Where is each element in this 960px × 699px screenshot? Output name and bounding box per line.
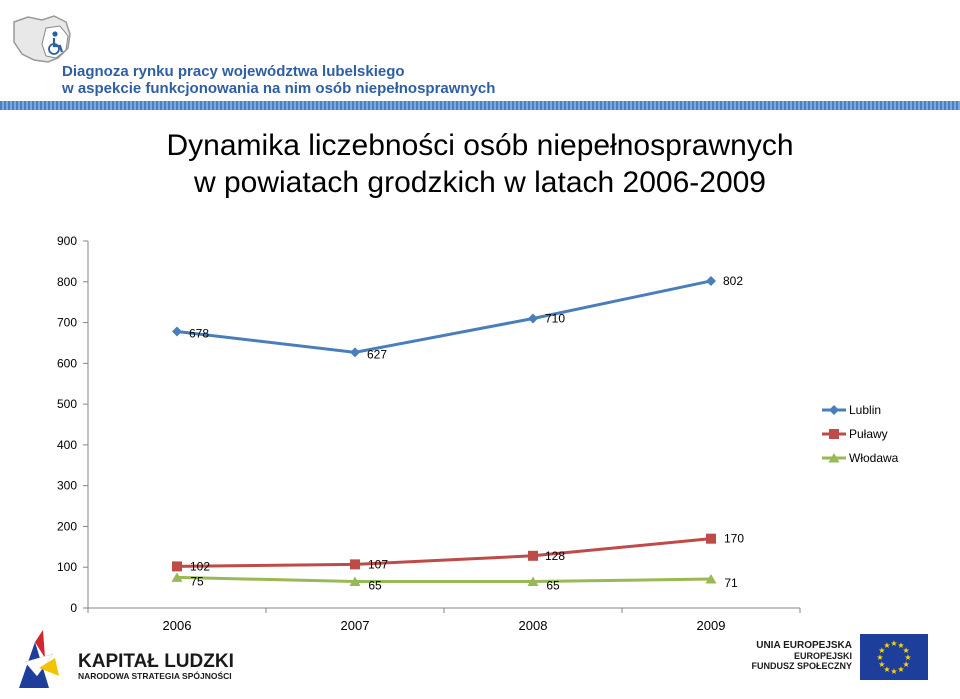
legend-label-puławy: Puławy xyxy=(849,427,888,441)
eu-line2: EUROPEJSKI xyxy=(793,651,852,661)
data-label-włodawa: 65 xyxy=(546,578,560,592)
data-label-włodawa: 65 xyxy=(368,578,382,592)
kapital-ludzki-subtitle: NARODOWA STRATEGIA SPÓJNOŚCI xyxy=(78,671,232,681)
eu-star-icon: ★ xyxy=(903,660,910,669)
data-point-puławy xyxy=(706,533,716,544)
eu-star-icon: ★ xyxy=(883,665,890,674)
eu-line1: UNIA EUROPEJSKA xyxy=(756,640,852,651)
data-point-lublin xyxy=(350,347,360,358)
wheelchair-icon xyxy=(48,31,64,55)
chart-title-line2: w powiatach grodzkich w latach 2006-2009 xyxy=(193,166,766,199)
chart-title-line1: Dynamika liczebności osób niepełnosprawn… xyxy=(166,129,794,162)
legend-marker-lublin xyxy=(829,405,839,415)
data-point-lublin xyxy=(706,275,716,286)
eu-fund-text: UNIA EUROPEJSKA EUROPEJSKI FUNDUSZ SPOŁE… xyxy=(740,640,852,671)
data-label-włodawa: 75 xyxy=(190,574,204,588)
data-point-puławy xyxy=(350,559,360,570)
eu-star-icon: ★ xyxy=(890,639,897,648)
y-tick-label: 500 xyxy=(57,397,77,411)
eu-star-icon: ★ xyxy=(903,646,910,655)
series-line-lublin xyxy=(176,279,712,354)
y-tick-label: 0 xyxy=(70,601,77,615)
y-tick-label: 900 xyxy=(57,234,77,248)
x-tick-label: 2009 xyxy=(697,618,726,633)
y-tick-label: 600 xyxy=(57,356,77,370)
data-label-lublin: 802 xyxy=(723,274,743,288)
eu-flag-icon: ★★★★★★★★★ ★ ★★ xyxy=(860,634,928,680)
kapital-ludzki-logo xyxy=(15,628,255,694)
eu-star-icon: ★ xyxy=(876,653,883,662)
x-tick-label: 2006 xyxy=(163,618,192,633)
data-point-lublin xyxy=(172,326,182,337)
eu-star-icon: ★ xyxy=(897,665,904,674)
data-point-włodawa xyxy=(349,576,361,586)
y-tick-label: 300 xyxy=(57,479,77,493)
legend-marker-włodawa xyxy=(828,453,840,463)
header-title-line1: Diagnoza rynku pracy województwa lubelsk… xyxy=(62,63,405,80)
eu-star-icon: ★ xyxy=(904,653,911,662)
data-point-lublin xyxy=(528,313,538,324)
x-tick-label: 2008 xyxy=(519,618,548,633)
header-title-line2: w aspekcie funkcjonowania na nim osób ni… xyxy=(62,80,496,97)
kapital-ludzki-star-icon xyxy=(19,630,59,688)
y-tick-label: 400 xyxy=(57,438,77,452)
legend-marker-puławy xyxy=(829,429,839,439)
eu-star-icon: ★ xyxy=(878,646,885,655)
y-tick-label: 700 xyxy=(57,316,77,330)
x-tick-label: 2007 xyxy=(341,618,370,633)
eu-star-icon: ★ xyxy=(878,660,885,669)
series-line-włodawa xyxy=(176,575,712,583)
legend-label-lublin: Lublin xyxy=(849,403,881,417)
data-label-lublin: 627 xyxy=(367,347,387,361)
data-label-lublin: 678 xyxy=(189,327,209,341)
header-banner: Diagnoza rynku pracy województwa lubelsk… xyxy=(0,0,960,112)
data-label-puławy: 170 xyxy=(724,532,744,546)
data-label-puławy: 107 xyxy=(368,557,388,571)
data-point-puławy xyxy=(172,561,182,572)
y-tick-label: 800 xyxy=(57,275,77,289)
eu-star-icon: ★ xyxy=(890,667,897,676)
y-tick-label: 100 xyxy=(57,560,77,574)
eu-star-icon: ★ xyxy=(883,641,890,650)
data-label-lublin: 710 xyxy=(545,311,565,325)
data-point-włodawa xyxy=(705,574,717,584)
series-line-puławy xyxy=(176,537,712,568)
data-label-puławy: 102 xyxy=(190,559,210,573)
header-decorative-band xyxy=(0,101,960,110)
lubelskie-map-logo xyxy=(13,15,71,63)
data-point-włodawa xyxy=(171,572,183,582)
data-label-puławy: 128 xyxy=(545,549,565,563)
eu-line3: FUNDUSZ SPOŁECZNY xyxy=(751,661,852,671)
legend-label-włodawa: Włodawa xyxy=(849,451,899,465)
data-point-włodawa xyxy=(527,576,539,586)
eu-star-icon: ★ xyxy=(897,641,904,650)
y-tick-label: 200 xyxy=(57,519,77,533)
data-point-puławy xyxy=(528,550,538,561)
data-label-włodawa: 71 xyxy=(724,576,738,590)
kapital-ludzki-title: KAPITAŁ LUDZKI xyxy=(78,651,234,672)
